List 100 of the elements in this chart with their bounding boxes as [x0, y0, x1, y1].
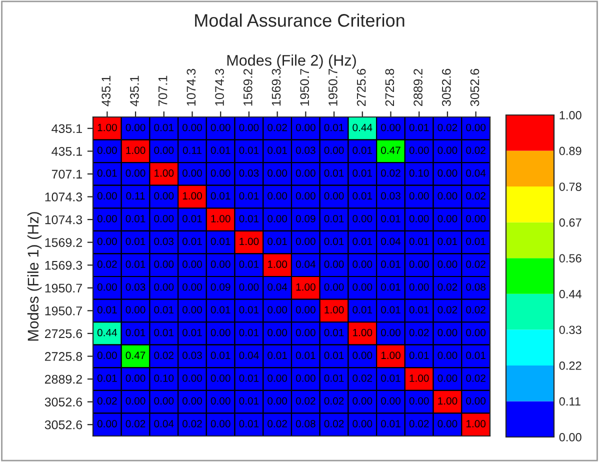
data-label: 0.02 [97, 397, 117, 405]
data-label: 0.00 [438, 328, 458, 336]
data-label: 0.03 [126, 283, 146, 291]
data-label: 0.00 [126, 374, 146, 382]
data-label: 0.01 [182, 328, 202, 336]
data-label: 0.00 [97, 238, 117, 246]
y-tick-label: 3052.6 [44, 398, 82, 406]
data-label: 0.03 [239, 169, 259, 177]
data-label: 1.00 [296, 283, 316, 291]
data-label: 0.00 [352, 420, 372, 428]
color-bar-label: 1.00 [560, 111, 582, 120]
data-label: 0.01 [239, 260, 259, 268]
x-tick-label: 435.1 [130, 76, 139, 106]
data-label: 0.00 [97, 420, 117, 428]
data-label: 0.01 [352, 238, 372, 246]
data-label: 0.02 [466, 192, 486, 200]
data-label: 0.00 [381, 124, 400, 132]
data-label: 0.02 [352, 374, 372, 382]
data-label: 0.02 [182, 420, 202, 428]
data-label: 0.00 [466, 214, 486, 222]
data-label: 0.00 [324, 283, 344, 291]
data-label: 0.00 [409, 260, 429, 268]
data-label: 0.00 [182, 397, 202, 405]
data-label: 0.04 [154, 420, 174, 428]
data-label: 0.00 [126, 124, 146, 132]
data-label: 0.00 [352, 260, 372, 268]
data-label: 1.00 [381, 352, 400, 360]
data-label: 0.00 [438, 374, 458, 382]
color-bar-label: 0.56 [559, 254, 582, 263]
data-label: 0.10 [154, 374, 174, 382]
data-label: 0.01 [268, 238, 287, 246]
data-label: 0.00 [296, 169, 316, 177]
data-label: 0.01 [381, 214, 400, 222]
data-label: 0.02 [466, 260, 486, 268]
data-label: 0.00 [409, 397, 429, 405]
data-label: 0.03 [296, 146, 316, 154]
data-label: 0.01 [381, 306, 400, 314]
y-tick-label: 1569.3 [45, 260, 82, 270]
data-label: 0.01 [409, 124, 429, 132]
data-label: 0.02 [438, 283, 458, 291]
data-label: 0.01 [466, 238, 486, 246]
data-label: 0.00 [154, 192, 174, 200]
data-label: 0.00 [296, 306, 316, 314]
data-label: 0.00 [268, 328, 288, 336]
color-bar-label: 0.67 [559, 218, 582, 227]
data-label: 0.01 [210, 192, 230, 200]
color-bar-label: 0.11 [559, 397, 580, 406]
data-label: 0.00 [268, 397, 288, 405]
data-label: 0.04 [268, 283, 288, 291]
data-label: 0.00 [182, 169, 202, 177]
data-label: 0.01 [409, 306, 429, 314]
data-label: 0.00 [438, 352, 458, 360]
data-label: 0.01 [352, 192, 372, 200]
data-label: 0.01 [239, 328, 259, 336]
data-label: 0.11 [126, 192, 145, 200]
data-label: 0.02 [438, 306, 458, 314]
data-label: 0.00 [126, 169, 146, 177]
data-label: 0.00 [210, 124, 230, 132]
data-label: 0.01 [381, 260, 400, 268]
data-label: 0.11 [182, 146, 202, 154]
data-label: 0.00 [352, 283, 372, 291]
data-label: 0.01 [154, 124, 174, 132]
x-tick-label: 1950.7 [300, 68, 310, 106]
data-label: 0.00 [438, 260, 458, 268]
data-label: 0.02 [466, 374, 486, 382]
data-label: 0.01 [154, 328, 174, 336]
data-label: 0.01 [182, 238, 202, 246]
data-label: 0.00 [97, 146, 117, 154]
y-tick-label: 1950.7 [45, 284, 82, 293]
data-label: 0.00 [210, 397, 230, 405]
x-tick-label: 1074.3 [186, 68, 196, 106]
data-label: 0.00 [381, 328, 400, 336]
data-label: 0.01 [210, 352, 230, 360]
x-tick-label: 2725.6 [356, 68, 366, 106]
data-label: 0.01 [239, 306, 259, 314]
data-label: 0.02 [438, 124, 458, 132]
data-label: 0.01 [239, 420, 259, 428]
color-bar-label: 0.33 [559, 326, 582, 334]
data-label: 0.01 [352, 306, 372, 314]
x-tick-label: 3052.6 [442, 68, 451, 106]
data-label: 1.00 [353, 328, 372, 336]
data-label: 1.00 [98, 124, 117, 132]
data-label: 0.00 [409, 214, 429, 222]
data-label: 1.00 [324, 306, 344, 314]
data-label: 0.44 [97, 328, 118, 336]
data-label: 0.00 [97, 283, 117, 291]
data-label: 0.00 [324, 260, 344, 268]
data-label: 0.00 [268, 306, 288, 314]
data-label: 1.00 [466, 420, 486, 428]
data-label: 0.00 [126, 306, 146, 314]
data-label: 0.01 [126, 238, 146, 246]
data-label: 0.01 [324, 238, 344, 246]
data-label: 0.01 [324, 124, 344, 132]
data-label: 0.04 [466, 169, 486, 177]
data-label: 0.08 [466, 283, 486, 291]
data-label: 0.00 [438, 169, 458, 177]
data-label: 0.00 [154, 214, 174, 222]
data-label: 0.01 [154, 306, 174, 314]
data-label: 1.00 [154, 169, 174, 177]
data-label: 0.02 [409, 328, 429, 336]
